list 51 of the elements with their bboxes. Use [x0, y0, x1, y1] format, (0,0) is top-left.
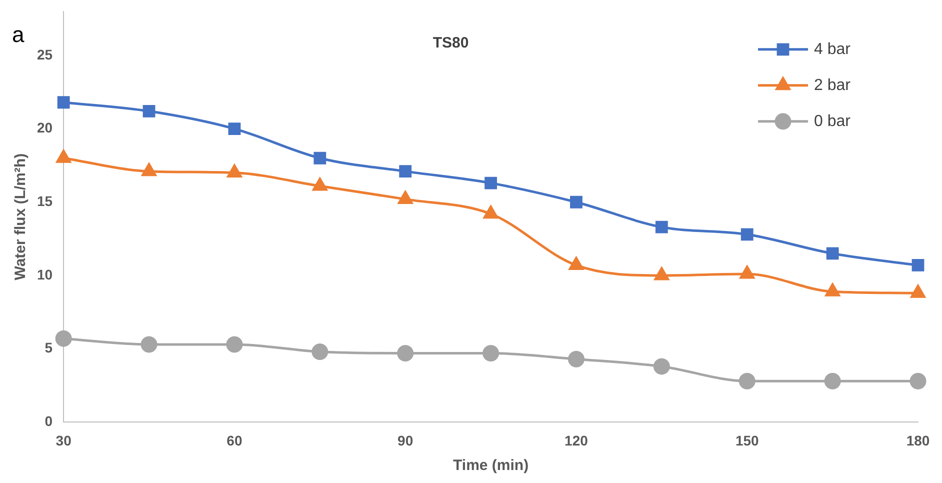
x-tick-label: 30 — [56, 432, 72, 448]
point — [314, 152, 326, 164]
y-tick-label: 15 — [36, 192, 53, 209]
point — [738, 372, 756, 390]
point — [910, 372, 926, 390]
point — [912, 259, 924, 272]
point — [740, 228, 754, 241]
point — [483, 206, 498, 219]
point — [653, 358, 670, 375]
point — [55, 330, 72, 347]
text: a — [12, 22, 25, 48]
x-tick-label: 120 — [564, 432, 588, 448]
x-tick-label: 150 — [735, 432, 760, 448]
point — [910, 284, 926, 298]
point — [142, 104, 156, 118]
text: TS80 — [432, 34, 469, 52]
x-tick-label: 180 — [906, 432, 930, 448]
x-tick-label: 60 — [226, 432, 242, 448]
point — [824, 372, 841, 390]
point — [568, 350, 584, 368]
point — [226, 336, 243, 353]
point — [312, 344, 328, 360]
point — [57, 96, 70, 109]
point — [312, 178, 328, 191]
legend-label: 2 bar — [814, 76, 852, 94]
point — [825, 283, 840, 296]
legend-label: 0 bar — [814, 112, 852, 130]
point — [740, 266, 754, 279]
y-tick-label: 0 — [44, 413, 53, 430]
x-tick-label: 90 — [398, 432, 414, 448]
point — [826, 247, 839, 260]
point — [399, 165, 412, 178]
point — [227, 164, 242, 178]
legend-label: 4 bar — [814, 40, 852, 58]
point — [654, 267, 669, 280]
point — [56, 150, 71, 163]
point — [228, 122, 241, 135]
point — [570, 196, 582, 208]
y-tick-label: 20 — [36, 120, 53, 136]
point — [484, 176, 497, 190]
x-axis-title: Time (min) — [452, 457, 529, 474]
y-tick-label: 25 — [36, 46, 53, 62]
point — [655, 220, 668, 234]
y-tick-label: 10 — [36, 266, 53, 282]
point — [398, 190, 413, 204]
point — [482, 344, 500, 362]
point — [142, 163, 156, 176]
y-axis-title: Water flux (L/m²h) — [12, 153, 30, 280]
point — [397, 344, 414, 362]
point — [140, 336, 158, 353]
y-tick-label: 5 — [44, 340, 53, 356]
